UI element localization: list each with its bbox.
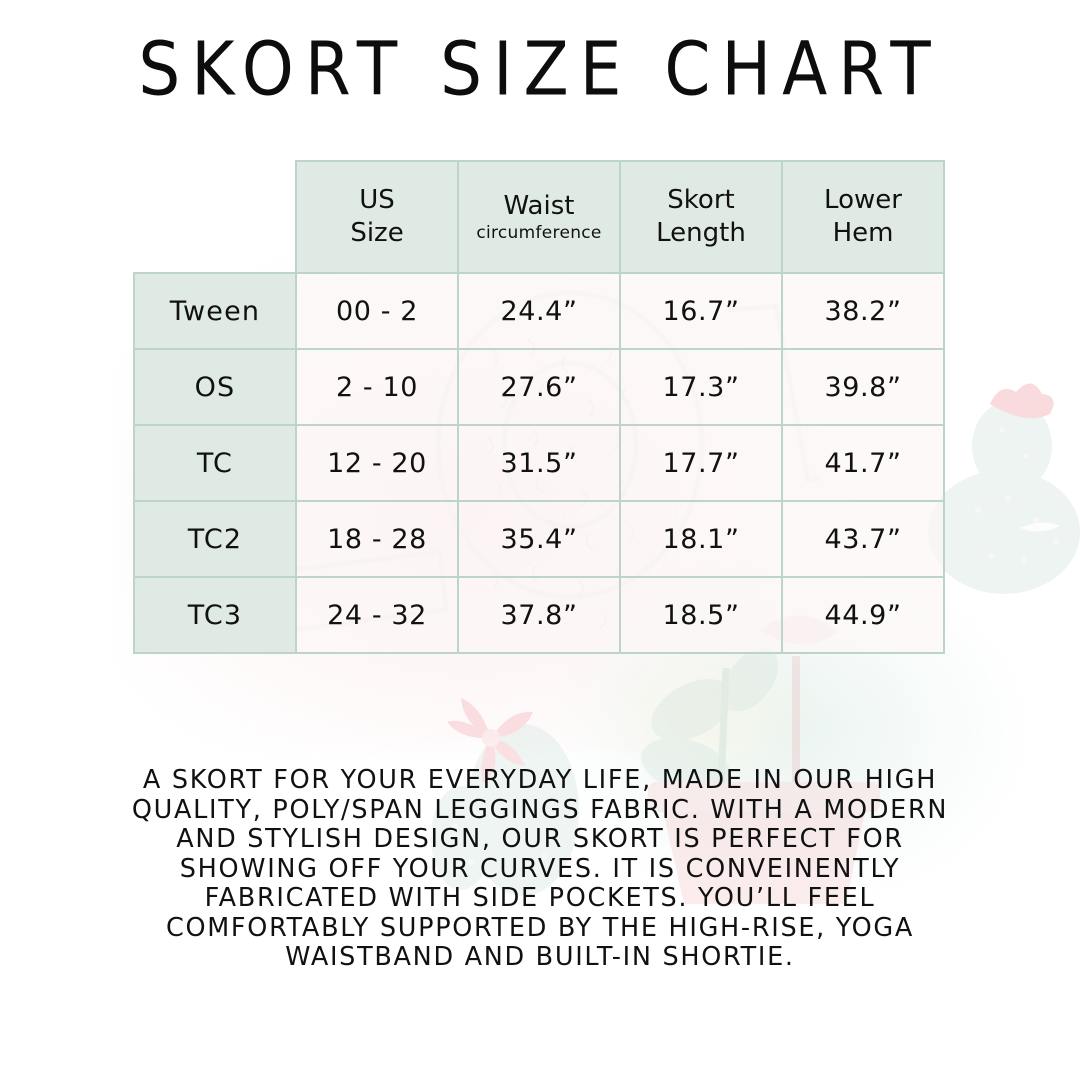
cell-lower-hem: 38.2” xyxy=(781,272,945,350)
description-line: WAISTBAND AND BUILT-IN SHORTIE. xyxy=(285,942,795,972)
row-label: TC3 xyxy=(133,576,297,654)
header-us-size: US Size xyxy=(295,160,459,274)
header-skort-length: Skort Length xyxy=(619,160,783,274)
cell-skort-length: 17.7” xyxy=(619,424,783,502)
description-line: COMFORTABLY SUPPORTED BY THE HIGH-RISE, … xyxy=(165,912,915,943)
header-lower-hem-line1: Lower xyxy=(824,185,902,216)
table-row: Tween 00 - 2 24.4” 16.7” 38.2” xyxy=(133,272,945,350)
header-skort-length-line1: Skort xyxy=(667,185,735,216)
description-line: AND STYLISH DESIGN, OUR SKORT IS PERFECT… xyxy=(176,824,904,854)
corner-cell xyxy=(134,161,296,273)
table-row: OS 2 - 10 27.6” 17.3” 39.8” xyxy=(133,348,945,426)
cell-lower-hem: 43.7” xyxy=(781,500,945,578)
cell-waist: 35.4” xyxy=(457,500,621,578)
header-waist-line1: Waist xyxy=(503,190,575,221)
cell-us-size: 18 - 28 xyxy=(295,500,459,578)
table-body: Tween 00 - 2 24.4” 16.7” 38.2” OS 2 - 10… xyxy=(133,272,945,654)
cell-waist: 37.8” xyxy=(457,576,621,654)
table-header: US Size Waist circumference Skort Length… xyxy=(134,160,945,274)
description-line: QUALITY, POLY/SPAN LEGGINGS FABRIC. WITH… xyxy=(131,794,949,825)
header-waist-subtitle: circumference xyxy=(476,222,602,243)
cell-skort-length: 18.5” xyxy=(619,576,783,654)
cell-lower-hem: 41.7” xyxy=(781,424,945,502)
header-lower-hem-line2: Hem xyxy=(832,218,894,248)
table-row: TC2 18 - 28 35.4” 18.1” 43.7” xyxy=(133,500,945,578)
description-line: A SKORT FOR YOUR EVERYDAY LIFE, MADE IN … xyxy=(142,765,938,795)
row-label: TC xyxy=(133,424,297,502)
cell-us-size: 24 - 32 xyxy=(295,576,459,654)
header-row: US Size Waist circumference Skort Length… xyxy=(134,160,945,274)
table-row: TC3 24 - 32 37.8” 18.5” 44.9” xyxy=(133,576,945,654)
cell-us-size: 00 - 2 xyxy=(295,272,459,350)
row-label: TC2 xyxy=(133,500,297,578)
cell-skort-length: 17.3” xyxy=(619,348,783,426)
table-row: TC 12 - 20 31.5” 17.7” 41.7” xyxy=(133,424,945,502)
cell-lower-hem: 44.9” xyxy=(781,576,945,654)
cell-skort-length: 18.1” xyxy=(619,500,783,578)
row-label: Tween xyxy=(133,272,297,350)
header-skort-length-line2: Length xyxy=(656,218,746,248)
cell-waist: 31.5” xyxy=(457,424,621,502)
row-label: OS xyxy=(133,348,297,426)
cell-lower-hem: 39.8” xyxy=(781,348,945,426)
page-title: SKORT SIZE CHART xyxy=(138,26,942,113)
header-waist: Waist circumference xyxy=(457,160,621,274)
product-description: A SKORT FOR YOUR EVERYDAY LIFE, MADE IN … xyxy=(60,765,1020,973)
header-us-size-line2: Size xyxy=(350,218,404,248)
cell-us-size: 2 - 10 xyxy=(295,348,459,426)
size-chart-table: US Size Waist circumference Skort Length… xyxy=(133,160,945,654)
cell-skort-length: 16.7” xyxy=(619,272,783,350)
cell-us-size: 12 - 20 xyxy=(295,424,459,502)
cell-waist: 27.6” xyxy=(457,348,621,426)
header-us-size-line1: US xyxy=(359,185,395,216)
description-line: SHOWING OFF YOUR CURVES. IT IS CONVEINEN… xyxy=(179,853,901,884)
description-line: FABRICATED WITH SIDE POCKETS. YOU’LL FEE… xyxy=(204,883,876,913)
header-lower-hem: Lower Hem xyxy=(781,160,945,274)
cell-waist: 24.4” xyxy=(457,272,621,350)
